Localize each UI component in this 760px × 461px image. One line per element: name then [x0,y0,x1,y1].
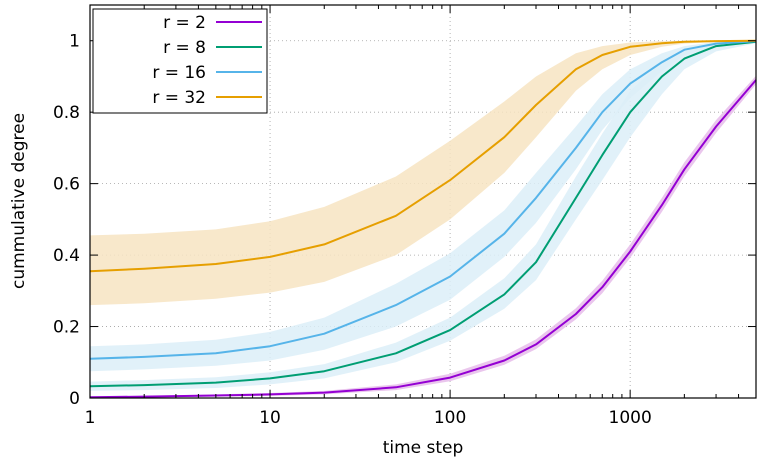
legend-label: r = 8 [163,38,206,58]
y-tick-label: 1 [69,32,80,52]
band-r16 [90,40,756,372]
confidence-bands [90,40,756,398]
legend: r = 2 r = 8 r = 16 r = 32 [92,8,268,114]
y-tick-label: 0.8 [53,103,80,123]
y-tick-label: 0.6 [53,175,80,195]
y-tick-label: 0.4 [53,246,80,266]
y-axis-label: cummulative degree [9,113,29,289]
legend-label: r = 32 [152,88,206,108]
x-axis-label: time step [383,438,464,458]
x-tick-label: 100 [434,408,466,428]
series-line-r8 [89,40,757,388]
x-tick-label: 10 [259,408,281,428]
band-r32 [90,40,756,306]
x-tick-label: 1000 [609,408,652,428]
series-line-r2 [89,79,757,399]
y-tick-label: 0.2 [53,318,80,338]
legend-label: r = 16 [152,63,206,83]
legend-box [92,8,268,114]
y-tick-label: 0 [69,389,80,409]
legend-label: r = 2 [163,13,206,33]
plot-frame [89,4,757,399]
series-line-r16 [89,40,757,360]
series-lines [89,39,757,399]
x-tick-label: 1 [85,408,96,428]
axis-ticks: 1 10 100 1000 0 0.2 0.4 0.6 0.8 1 [53,5,757,428]
series-line-r32 [89,39,757,273]
